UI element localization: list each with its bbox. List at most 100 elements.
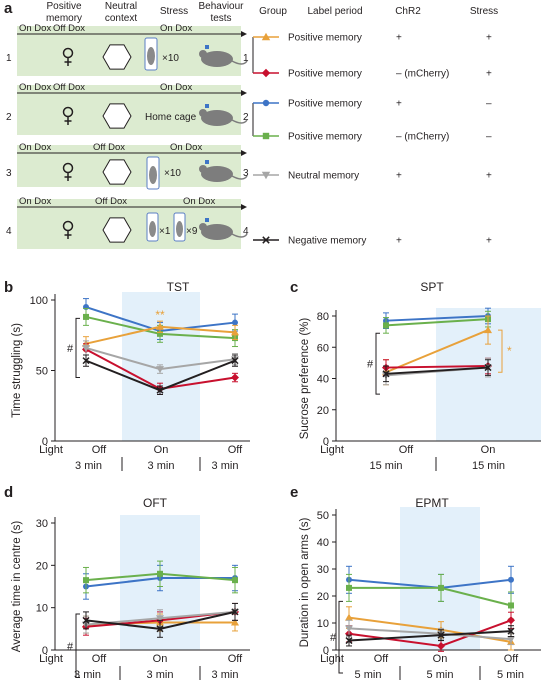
y-axis-label: Average time in centre (s) [11, 521, 23, 653]
marker-square [157, 570, 163, 577]
stress-count: ×9 [186, 226, 198, 237]
marker-circle [508, 576, 514, 583]
dox-label: On Dox [19, 196, 51, 207]
marker-diamond [507, 616, 515, 625]
marker-triangle [261, 32, 271, 41]
chart-d: d OFT 0 10 20 30 Average time in centre (s) Lig… [4, 484, 250, 681]
x-phase-label: Light [39, 653, 63, 665]
label-period: Negative memory [288, 236, 366, 247]
y-axis-label: Sucrose preference (%) [299, 318, 311, 440]
x-duration-label: 5 min [355, 669, 382, 681]
row-number: 1 [6, 53, 12, 64]
column-header: Stress [160, 6, 188, 17]
row-number: 2 [6, 112, 12, 123]
significance-bracket [498, 329, 503, 373]
marker-triangle [231, 328, 239, 336]
panel-letter-a: a [4, 0, 13, 17]
dox-label: On Dox [19, 23, 51, 34]
mouse-in-tube-icon [149, 221, 156, 237]
dox-label: Off Dox [53, 82, 85, 93]
marker-square [346, 584, 352, 591]
mouse-tail [231, 175, 248, 180]
dox-label: On Dox [170, 142, 202, 153]
x-duration-label: 15 min [472, 460, 505, 472]
stress-count: ×10 [164, 168, 181, 179]
series-line [385, 318, 489, 327]
arrow-head-icon [241, 90, 247, 96]
x-phase-label: Light [320, 444, 344, 456]
marker-square [83, 313, 89, 320]
column-header: Stress [470, 6, 498, 17]
marker-x [262, 236, 270, 244]
y-tick-label: 20 [317, 405, 329, 417]
x-phase-label: Off [92, 653, 107, 665]
panel-letter-d: d [4, 484, 13, 501]
mouse-icon [201, 166, 233, 182]
y-tick-label: 50 [36, 366, 48, 378]
dox-label: On Dox [19, 142, 51, 153]
stress-text: Home cage [145, 112, 197, 123]
significance-hash: # [67, 343, 74, 355]
y-tick-label: 100 [30, 295, 48, 307]
label-period: Positive memory [288, 99, 362, 110]
significance-stars: ** [155, 308, 165, 322]
marker-triangle [484, 326, 492, 334]
chart-title: TST [167, 280, 190, 294]
x-phase-label: On [433, 653, 448, 665]
y-tick-label: 20 [317, 591, 329, 603]
optic-fiber-icon [205, 45, 209, 49]
marker-square [383, 322, 389, 329]
significance-hash: # [67, 641, 74, 653]
panel-letter-b: b [4, 279, 13, 296]
x-duration-label: 3 min [147, 669, 174, 681]
hexagon-context-icon [102, 103, 132, 129]
significance-bracket [75, 613, 80, 679]
mouse-ear [199, 109, 207, 117]
column-header: memory [46, 13, 82, 24]
x-phase-label: Light [320, 653, 344, 665]
chart-title: OFT [143, 496, 168, 510]
marker-triangle-down [507, 636, 515, 644]
x-phase-label: Off [374, 653, 389, 665]
marker-circle [262, 99, 270, 107]
arrow-head-icon [241, 31, 247, 37]
label-period: Positive memory [288, 33, 362, 44]
x-phase-label: Light [39, 444, 63, 456]
chart-e: e EPMT 0 10 20 30 40 50 Duration in open arms (s… [290, 484, 541, 681]
mouse-ear [199, 50, 207, 58]
chr2-value: + [396, 99, 402, 110]
marker-diamond [261, 68, 271, 78]
chr2-value: – (mCherry) [396, 69, 449, 80]
y-axis-label: Time struggling (s) [11, 323, 23, 418]
stress-value: + [486, 236, 492, 247]
dox-label: Off Dox [95, 196, 127, 207]
row-number: 4 [6, 226, 12, 237]
series-line [385, 366, 489, 375]
marker-triangle-down [261, 171, 271, 180]
column-header: Neutral [105, 1, 137, 12]
chr2-value: + [396, 236, 402, 247]
marker-x [382, 370, 390, 378]
arrow-head-icon [241, 204, 247, 210]
chr2-value: + [396, 33, 402, 44]
group-number: 3 [243, 168, 249, 179]
optic-fiber-icon [205, 160, 209, 164]
y-tick-label: 20 [36, 560, 48, 572]
group-number: 1 [243, 53, 249, 64]
hexagon-context-icon [102, 217, 132, 243]
mouse-icon [201, 110, 233, 126]
label-period: Positive memory [288, 69, 362, 80]
mouse-icon [201, 51, 233, 67]
marker-triangle [231, 618, 239, 626]
x-phase-label: Off [399, 444, 414, 456]
group-number: 2 [243, 112, 249, 123]
marker-x [507, 627, 515, 635]
x-duration-label: 3 min [75, 460, 102, 472]
mouse-tail [231, 233, 248, 238]
x-phase-label: Off [228, 653, 243, 665]
significance-stars: * [507, 344, 512, 358]
label-period: Neutral memory [288, 171, 359, 182]
x-phase-label: On [481, 444, 496, 456]
chart-c: c SPT 0 20 40 60 80 Sucrose preference (%) Light… [290, 279, 541, 472]
